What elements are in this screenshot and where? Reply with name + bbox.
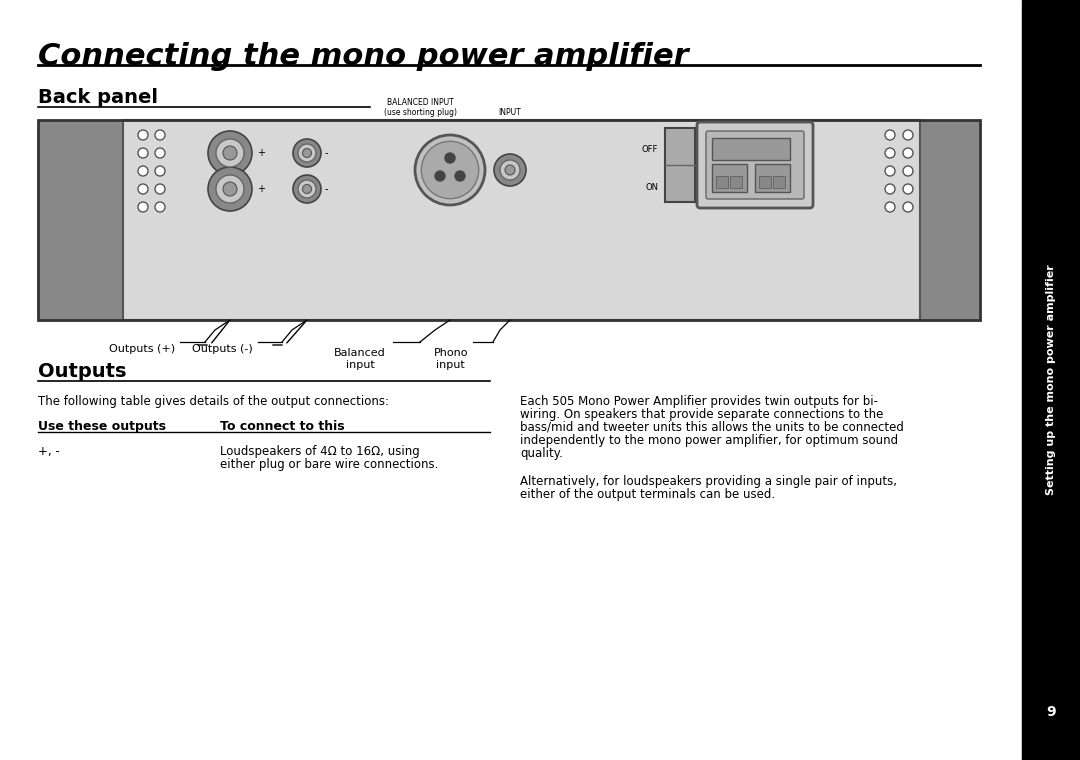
Text: To connect to this: To connect to this	[220, 420, 345, 433]
Circle shape	[903, 184, 913, 194]
Text: ON: ON	[645, 183, 658, 192]
Circle shape	[222, 182, 237, 196]
Circle shape	[455, 171, 465, 181]
Circle shape	[885, 130, 895, 140]
FancyBboxPatch shape	[706, 131, 804, 199]
Bar	[712, 164, 747, 192]
Circle shape	[302, 148, 311, 157]
Bar	[123, 120, 920, 320]
Circle shape	[903, 130, 913, 140]
Circle shape	[156, 148, 165, 158]
Bar	[665, 128, 696, 202]
Circle shape	[208, 131, 252, 175]
Circle shape	[156, 166, 165, 176]
Circle shape	[298, 180, 316, 198]
Bar	[716, 176, 728, 188]
Circle shape	[208, 167, 252, 211]
Text: 9: 9	[1047, 705, 1056, 719]
Text: Phono
input: Phono input	[433, 348, 468, 369]
Circle shape	[156, 202, 165, 212]
Text: BALANCED INPUT
(use shorting plug): BALANCED INPUT (use shorting plug)	[383, 97, 457, 117]
Text: quality.: quality.	[519, 447, 563, 460]
Text: The following table gives details of the output connections:: The following table gives details of the…	[38, 395, 389, 408]
Circle shape	[494, 154, 526, 186]
Text: Outputs (+): Outputs (+)	[109, 344, 175, 354]
Circle shape	[138, 166, 148, 176]
Circle shape	[885, 202, 895, 212]
Circle shape	[156, 130, 165, 140]
Text: Back panel: Back panel	[38, 88, 158, 107]
Circle shape	[138, 130, 148, 140]
Circle shape	[435, 171, 445, 181]
Circle shape	[216, 139, 244, 167]
Text: Use these outputs: Use these outputs	[38, 420, 166, 433]
Circle shape	[903, 148, 913, 158]
Bar	[730, 176, 742, 188]
Text: Each 505 Mono Power Amplifier provides twin outputs for bi-: Each 505 Mono Power Amplifier provides t…	[519, 395, 878, 408]
Circle shape	[293, 175, 321, 203]
Text: Balanced
input: Balanced input	[334, 348, 386, 369]
Text: Loudspeakers of 4Ω to 16Ω, using: Loudspeakers of 4Ω to 16Ω, using	[220, 445, 420, 458]
Bar	[759, 176, 771, 188]
Circle shape	[138, 184, 148, 194]
Text: OFF: OFF	[642, 145, 658, 154]
Circle shape	[445, 153, 455, 163]
Text: either plug or bare wire connections.: either plug or bare wire connections.	[220, 458, 438, 471]
Bar	[920, 120, 980, 320]
Circle shape	[903, 166, 913, 176]
Circle shape	[505, 165, 515, 175]
Circle shape	[421, 141, 478, 198]
Circle shape	[885, 166, 895, 176]
Circle shape	[293, 139, 321, 167]
Circle shape	[885, 184, 895, 194]
Text: Setting up the mono power amplifier: Setting up the mono power amplifier	[1047, 264, 1056, 496]
Circle shape	[138, 202, 148, 212]
Text: -: -	[325, 148, 328, 158]
Text: independently to the mono power amplifier, for optimum sound: independently to the mono power amplifie…	[519, 434, 899, 447]
Circle shape	[298, 144, 316, 162]
Text: +, -: +, -	[38, 445, 59, 458]
Bar	[38, 120, 980, 320]
Circle shape	[415, 135, 485, 205]
Circle shape	[885, 148, 895, 158]
Text: bass/mid and tweeter units this allows the units to be connected: bass/mid and tweeter units this allows t…	[519, 421, 904, 434]
Text: Outputs (-): Outputs (-)	[192, 344, 253, 354]
Text: Connecting the mono power amplifier: Connecting the mono power amplifier	[38, 42, 689, 71]
Text: either of the output terminals can be used.: either of the output terminals can be us…	[519, 488, 775, 501]
Circle shape	[903, 202, 913, 212]
Circle shape	[302, 185, 311, 194]
Circle shape	[156, 184, 165, 194]
Text: -: -	[325, 184, 328, 194]
Circle shape	[500, 160, 519, 180]
Bar	[773, 176, 785, 188]
Circle shape	[216, 175, 244, 203]
Text: wiring. On speakers that provide separate connections to the: wiring. On speakers that provide separat…	[519, 408, 883, 421]
Text: Alternatively, for loudspeakers providing a single pair of inputs,: Alternatively, for loudspeakers providin…	[519, 475, 897, 488]
FancyBboxPatch shape	[697, 122, 813, 208]
Text: +: +	[257, 148, 265, 158]
Circle shape	[222, 146, 237, 160]
Bar	[712, 138, 789, 160]
Text: INPUT: INPUT	[499, 108, 522, 117]
Text: Outputs: Outputs	[38, 362, 126, 381]
Bar	[38, 120, 123, 320]
Bar	[755, 164, 789, 192]
Bar	[1022, 0, 1080, 760]
Text: +: +	[257, 184, 265, 194]
Circle shape	[138, 148, 148, 158]
